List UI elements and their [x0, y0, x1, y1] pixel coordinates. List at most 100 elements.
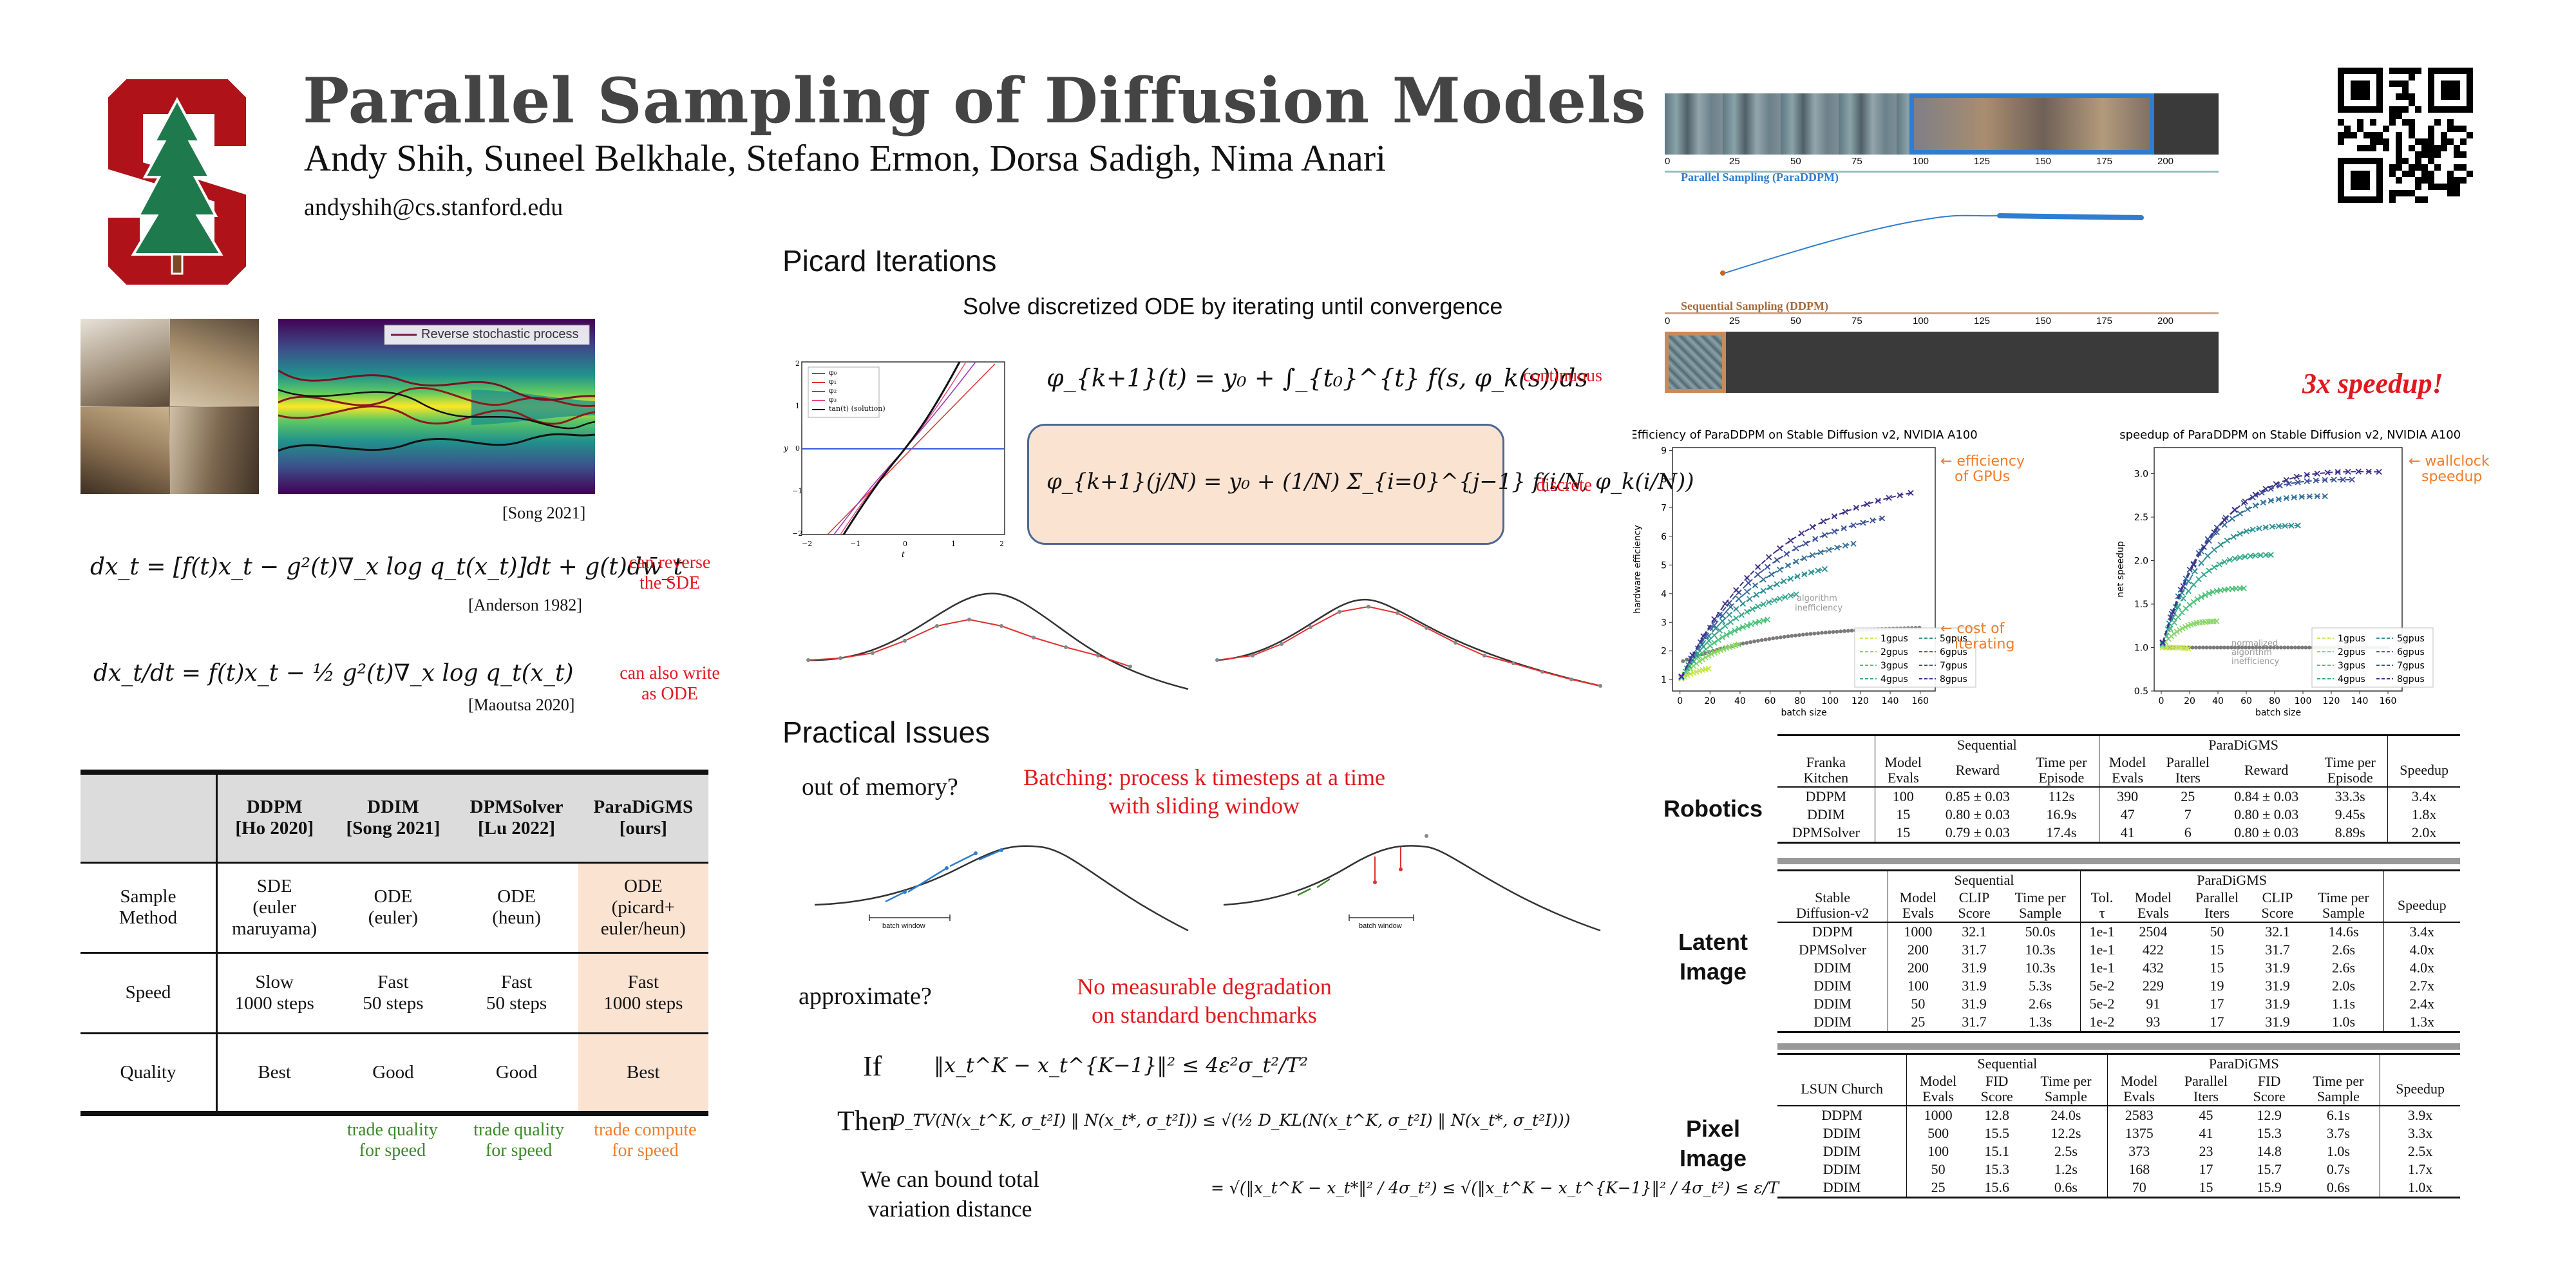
series-point: [2230, 533, 2237, 540]
series-point: [1711, 639, 1718, 646]
series-point: [1745, 580, 1752, 586]
table-cell: 15.6: [1984, 1179, 2009, 1195]
table-cell: 1e-1: [2079, 922, 2124, 941]
header-cite: [ours]: [619, 818, 667, 839]
group-paradigms: ParaDiGMS: [2098, 735, 2388, 754]
table-cell: 15: [2210, 960, 2224, 976]
header-name: ParaDiGMS: [593, 797, 694, 818]
legend-label: 7gpus: [2397, 661, 2425, 671]
note-inefficiency-r: inefficiency: [2231, 657, 2280, 667]
svg-text:−2: −2: [802, 540, 812, 548]
sequential-sampling-strip: [1665, 332, 2219, 393]
email[interactable]: andyshih@cs.stanford.edu: [304, 194, 564, 221]
series-5gpus: [1678, 566, 1828, 680]
table-cell: 2.0s: [2332, 978, 2356, 994]
table-cell: 3.4x: [2383, 922, 2460, 941]
series-line: [2162, 554, 2271, 644]
table-cell: 15.1: [1984, 1143, 2009, 1159]
column-header: Tol. τ: [2079, 889, 2124, 922]
series-point: [2288, 522, 2295, 529]
legend-label: 4gpus: [1880, 674, 1908, 685]
baseline-point: [1823, 630, 1828, 635]
series-point: [2198, 594, 2204, 600]
table-cell: 93: [2146, 1014, 2161, 1030]
table-cell: 10.3s: [2025, 960, 2056, 976]
reverse-process-heatmap: Reverse stochastic process: [278, 319, 596, 494]
efficiency-chart: Efficiency of ParaDDPM on Stable Diffusi…: [1630, 428, 2109, 731]
series-point: [1736, 625, 1742, 632]
net-speedup-chart: Net speedup of ParaDDPM on Stable Diffus…: [2096, 428, 2573, 731]
table-cell: DPMSolver: [1792, 824, 1860, 840]
table-row: DPMSolver 200 31.7 10.3s 1e-1 422 15 31.7 2.6s 4.…: [1777, 941, 2460, 959]
header-name: DDIM: [367, 797, 419, 818]
picard-section-title: Picard Iterations: [782, 244, 997, 278]
series-point: [2231, 507, 2238, 513]
qr-code[interactable]: [2338, 68, 2473, 203]
series-line: [2162, 478, 2353, 643]
series-point: [1760, 601, 1766, 608]
robotics-label: Robotics: [1663, 795, 1763, 822]
series-point: [2273, 480, 2279, 488]
series-point: [2176, 627, 2183, 633]
column-header: Model Evals: [2098, 754, 2156, 787]
parallel-sampling-strip: [1665, 93, 2219, 155]
series-point: [2216, 561, 2222, 567]
series-point: [1782, 594, 1788, 600]
baseline-point: [2261, 645, 2266, 650]
column-header: Reward: [2244, 762, 2289, 778]
table-cell: DDIM: [1823, 1179, 1861, 1195]
cite-maoutsa: [Maoutsa 2020]: [468, 696, 575, 714]
table-cell: DPMSolver: [1799, 942, 1867, 958]
a-no-degradation-line1: No measurable degradation: [1077, 974, 1332, 999]
series-line: [1681, 594, 1797, 677]
table-cell: 5e-2: [2079, 995, 2124, 1013]
baseline-point: [2190, 645, 2195, 650]
x-tick-label: 140: [2351, 696, 2369, 706]
series-point: [2171, 620, 2177, 626]
baseline-point: [1786, 634, 1790, 639]
svg-text:0: 0: [795, 444, 800, 453]
table-cell: 100: [1874, 787, 1931, 806]
series-point: [1768, 571, 1775, 578]
legend-label: 5gpus: [1940, 634, 1967, 644]
series-point: [1735, 641, 1742, 648]
baseline-point: [1771, 636, 1776, 641]
series-point: [1809, 524, 1816, 531]
table-cell: 1375: [2107, 1124, 2171, 1142]
baseline-point: [1801, 632, 1805, 637]
column-header: Parallel Iters: [2195, 889, 2239, 921]
series-point: [1841, 525, 1847, 531]
series-point: [2201, 544, 2207, 551]
baseline-point: [2226, 645, 2230, 650]
series-point: [1719, 618, 1726, 625]
series-point: [2206, 590, 2212, 597]
series-point: [2295, 479, 2301, 486]
series-point: [2202, 592, 2208, 598]
series-point: [2180, 583, 2186, 589]
table-cell: 100: [1906, 1142, 1969, 1160]
picard-plot-legend: φ₀ φ₁ φ₂ φ₃ tan(t) (solution): [829, 368, 886, 413]
table-cell: 3.3x: [2380, 1124, 2460, 1142]
series-point: [1722, 623, 1728, 629]
series-point: [2198, 560, 2204, 566]
footer-dpmsolver: trade quality for speed: [473, 1120, 564, 1160]
table-row: DDIM 200 31.9 10.3s 1e-1 432 15 31.9 2.6s 4.0x: [1777, 959, 2460, 977]
series-point: [2213, 524, 2220, 531]
series-point: [1705, 665, 1712, 672]
series-point: [1860, 520, 1866, 526]
series-point: [2355, 468, 2362, 475]
series-point: [1801, 571, 1808, 578]
baseline-point: [1812, 631, 1817, 636]
series-point: [1726, 611, 1732, 618]
table-cell: 47: [2098, 806, 2156, 824]
note-reverse-sde: can reverse the SDE: [618, 553, 721, 594]
table-cell: 1.8x: [2387, 806, 2460, 824]
note-cost: ← cost of: [1940, 621, 2005, 637]
table-cell: 25: [1906, 1179, 1969, 1198]
a-batching-line1: Batching: process k timesteps at a time: [1023, 764, 1385, 790]
legend-label: 5gpus: [2397, 634, 2425, 644]
series-line: [1681, 517, 1882, 677]
baseline-point: [1778, 635, 1783, 639]
header-row: LSUN Church Model Evals FID Score Time per Sam…: [1777, 1073, 2460, 1106]
series-point: [2275, 496, 2282, 502]
